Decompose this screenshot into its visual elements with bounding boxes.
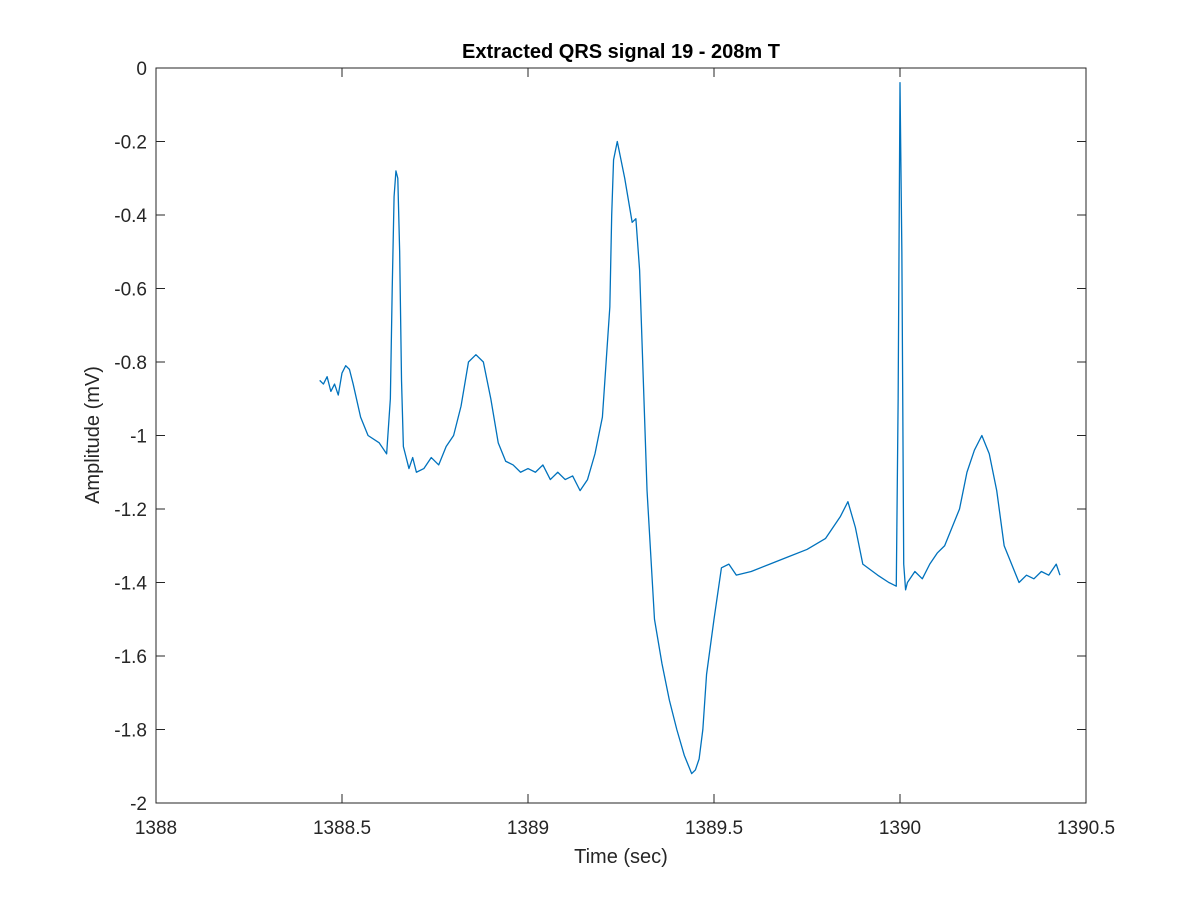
y-tick-label: -0.6 [114,280,147,301]
x-tick-label: 1390 [879,818,921,839]
signal-series-line [319,82,1061,775]
y-tick-label: -1.2 [114,500,147,521]
plot-area [156,68,1086,803]
x-tick-label: 1388 [135,818,177,839]
y-tick-label: -1 [130,427,147,448]
y-tick-label: -1.4 [114,574,147,595]
y-tick-label: -1.8 [114,721,147,742]
y-tick-label: 0 [136,59,147,80]
x-tick-label: 1389.5 [685,818,743,839]
y-tick-label: -0.4 [114,206,147,227]
x-tick-label: 1390.5 [1057,818,1115,839]
y-tick-label: -0.8 [114,353,147,374]
y-tick-label: -0.2 [114,133,147,154]
x-tick-label: 1388.5 [313,818,371,839]
x-axis-ticks: 1388 1388.5 1389 1389.5 1390 1390.5 [135,68,1115,839]
x-tick-label: 1389 [507,818,549,839]
y-tick-label: -1.6 [114,647,147,668]
y-axis-ticks: 0 -0.2 -0.4 -0.6 -0.8 -1 -1.2 -1.4 -1.6 -1.8 -2 [114,59,1086,815]
x-axis-label: Time (sec) [574,846,668,868]
chart-title: Extracted QRS signal 19 - 208m T [462,41,780,63]
y-tick-label: -2 [130,794,147,815]
y-axis-label: Amplitude (mV) [82,366,104,504]
plot-box [155,67,1087,804]
